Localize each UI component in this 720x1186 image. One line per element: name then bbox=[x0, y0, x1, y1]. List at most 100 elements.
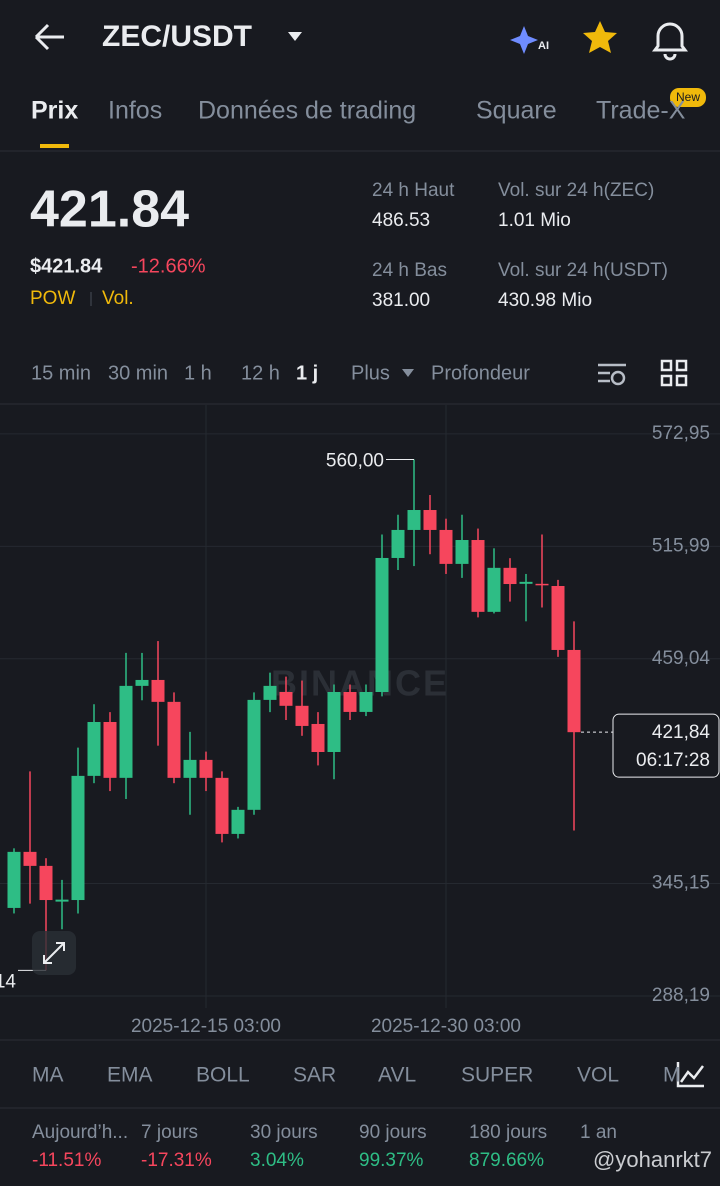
candle-body bbox=[327, 691, 341, 752]
indicator-settings-icon[interactable] bbox=[676, 1062, 704, 1088]
candle-body bbox=[519, 581, 533, 584]
expand-icon bbox=[43, 942, 65, 964]
candle-body bbox=[199, 759, 213, 778]
candle-body bbox=[167, 701, 181, 778]
indicator-tab[interactable]: SAR bbox=[293, 1064, 336, 1087]
layout-icon[interactable] bbox=[660, 359, 688, 387]
stat-label: Vol. sur 24 h(ZEC) bbox=[498, 180, 654, 201]
new-badge bbox=[670, 88, 706, 107]
candle-body bbox=[103, 721, 117, 778]
tab[interactable]: Square bbox=[476, 97, 557, 125]
stat-value: 381.00 bbox=[372, 290, 430, 311]
tab[interactable]: Trade-X bbox=[596, 97, 686, 125]
period-label: 90 jours bbox=[359, 1122, 427, 1143]
candle-body bbox=[295, 705, 309, 726]
candle-body bbox=[23, 851, 37, 866]
period-change: 879.66% bbox=[469, 1150, 544, 1171]
interval-button[interactable]: 1 j bbox=[296, 362, 318, 384]
favorite-star[interactable] bbox=[583, 21, 617, 53]
pair-title[interactable]: ZEC/USDT bbox=[102, 20, 252, 53]
candle-body bbox=[71, 775, 85, 901]
candle-body bbox=[231, 809, 245, 834]
tab[interactable]: Infos bbox=[108, 97, 162, 125]
period-label: 1 an bbox=[580, 1122, 617, 1143]
indicator-tab[interactable]: BOLL bbox=[196, 1064, 250, 1087]
last-price-box bbox=[612, 713, 720, 778]
tab[interactable]: Données de trading bbox=[198, 97, 416, 125]
menu-button[interactable]: Profondeur bbox=[431, 362, 530, 384]
interval-button[interactable]: 1 h bbox=[184, 362, 212, 384]
y-tick-label: 572,95 bbox=[652, 423, 710, 444]
indicator-tab[interactable]: AVL bbox=[378, 1064, 416, 1087]
chart-settings-icon[interactable] bbox=[598, 363, 626, 383]
candle-body bbox=[375, 557, 389, 692]
candle-body bbox=[279, 691, 293, 706]
candle-body bbox=[455, 540, 469, 564]
watermark: @yohanrkt7 bbox=[593, 1147, 712, 1172]
period-label: 7 jours bbox=[141, 1122, 198, 1143]
interval-button[interactable]: 12 h bbox=[241, 362, 280, 384]
chart-settings-icon-dot bbox=[610, 370, 626, 386]
period-label: 180 jours bbox=[469, 1122, 547, 1143]
last-price-label: 421,84 bbox=[652, 722, 711, 743]
countdown: 06:17:28 bbox=[636, 750, 710, 771]
stat-label: Vol. sur 24 h(USDT) bbox=[498, 260, 668, 281]
indicator-tab[interactable]: MA bbox=[32, 1064, 64, 1087]
y-tick-label: 288,19 bbox=[652, 985, 710, 1006]
candle-body bbox=[55, 899, 69, 902]
active-tab-underline bbox=[40, 144, 69, 148]
chart-watermark: BINANCE bbox=[271, 663, 449, 704]
more-dropdown bbox=[402, 369, 414, 377]
interval-button[interactable]: 15 min bbox=[31, 362, 91, 384]
menu-button[interactable]: Plus bbox=[351, 362, 390, 384]
stat-value: 1.01 Mio bbox=[498, 210, 571, 231]
usd-price: $421.84 bbox=[30, 255, 103, 277]
candle-body bbox=[151, 679, 165, 702]
tab[interactable]: Prix bbox=[31, 97, 78, 125]
candle-body bbox=[247, 699, 261, 810]
period-change: -17.31% bbox=[141, 1150, 212, 1171]
period-change: -11.51% bbox=[32, 1150, 101, 1171]
period-change: 99.37% bbox=[359, 1150, 424, 1171]
period-label: Aujourd’h... bbox=[32, 1122, 128, 1143]
price-change: -12.66% bbox=[131, 255, 206, 277]
candle-body bbox=[183, 759, 197, 778]
ai-label: AI bbox=[538, 40, 549, 52]
pair-dropdown[interactable] bbox=[288, 32, 302, 41]
indicator-tab[interactable]: M bbox=[663, 1064, 681, 1087]
candle-body bbox=[423, 510, 437, 530]
annotation-label: 560,00 bbox=[326, 450, 384, 471]
stat-label: 24 h Haut bbox=[372, 180, 455, 201]
candle-body bbox=[39, 865, 53, 901]
tag[interactable]: POW bbox=[30, 288, 75, 309]
candle-body bbox=[343, 691, 357, 712]
interval-button[interactable]: 30 min bbox=[108, 362, 168, 384]
annotation-label: 301,14 bbox=[0, 971, 16, 992]
new-badge-label: New bbox=[676, 90, 700, 104]
stat-value: 486.53 bbox=[372, 210, 430, 231]
ai-icon[interactable] bbox=[510, 26, 538, 54]
candle-body bbox=[263, 685, 277, 700]
indicator-tab[interactable]: VOL bbox=[577, 1064, 619, 1087]
period-label: 30 jours bbox=[250, 1122, 318, 1143]
candle-body bbox=[439, 529, 453, 564]
period-change: 3.04% bbox=[250, 1150, 304, 1171]
back-button[interactable] bbox=[34, 23, 64, 51]
candle-body bbox=[471, 540, 485, 612]
candle-body bbox=[551, 585, 565, 650]
y-tick-label: 515,99 bbox=[652, 535, 710, 556]
candle-body bbox=[503, 567, 517, 585]
candle-body bbox=[487, 567, 501, 612]
candle-body bbox=[567, 649, 581, 733]
tag[interactable]: Vol. bbox=[102, 288, 134, 309]
y-tick-label: 459,04 bbox=[652, 648, 711, 669]
candle-body bbox=[7, 851, 21, 908]
candle-body bbox=[135, 679, 149, 686]
indicator-tab[interactable]: EMA bbox=[107, 1064, 153, 1087]
candle-body bbox=[215, 777, 229, 834]
indicator-tab[interactable]: SUPER bbox=[461, 1064, 533, 1087]
bell-icon[interactable] bbox=[652, 22, 688, 61]
candle-body bbox=[407, 510, 421, 530]
candle-body bbox=[311, 723, 325, 752]
candle-body bbox=[119, 685, 133, 778]
